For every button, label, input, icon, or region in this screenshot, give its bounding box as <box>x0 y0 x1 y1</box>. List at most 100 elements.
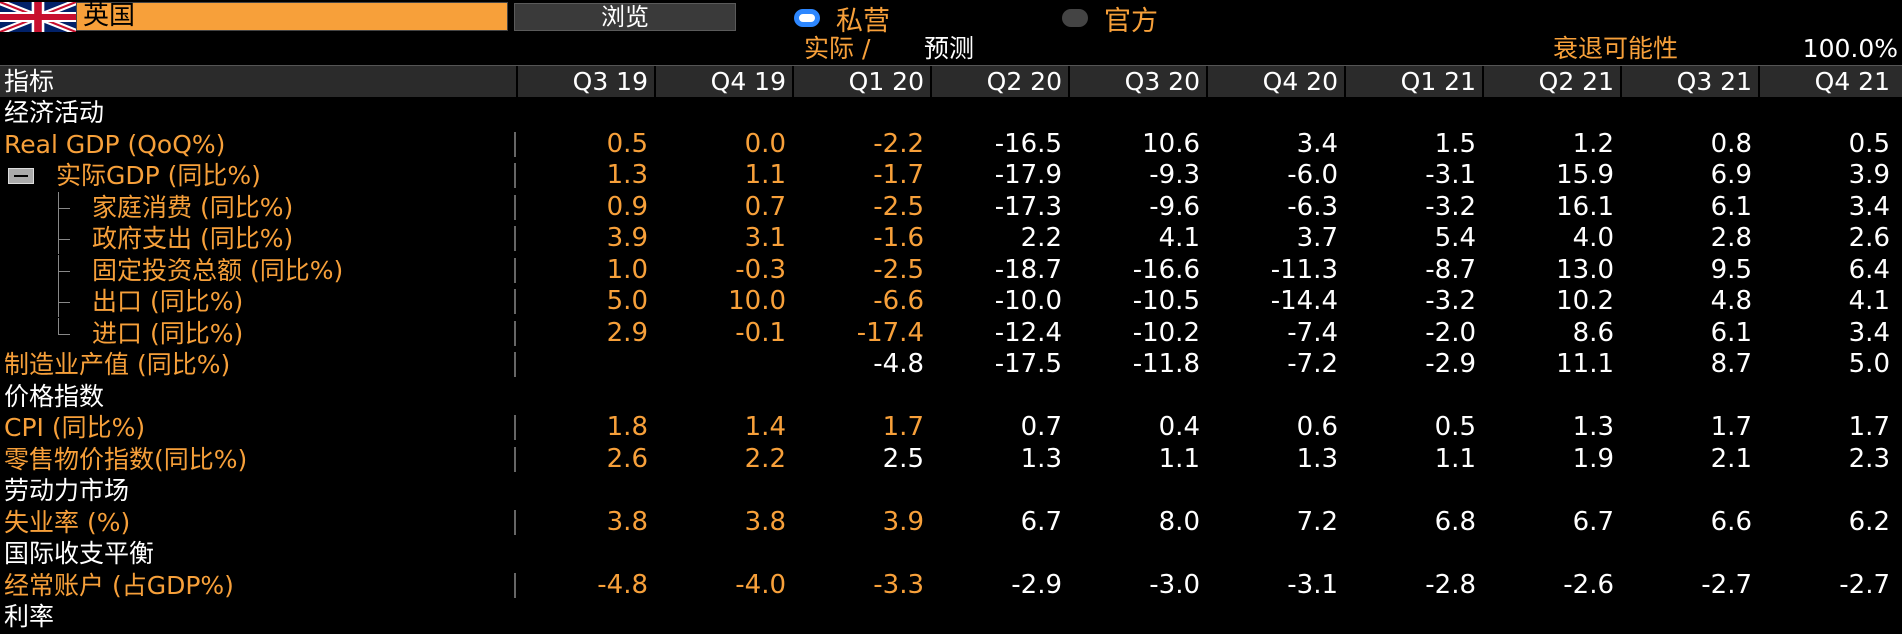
value-cell[interactable]: -7.2 <box>1287 349 1338 379</box>
value-cell[interactable]: -2.5 <box>873 254 924 285</box>
value-cell[interactable]: 1.3 <box>1296 443 1338 474</box>
value-cell[interactable]: -0.3 <box>735 254 786 285</box>
value-cell[interactable]: 3.1 <box>744 223 786 253</box>
value-cell[interactable]: 0.7 <box>1020 412 1062 442</box>
value-cell[interactable]: 1.9 <box>1572 443 1614 474</box>
value-cell[interactable]: -8.7 <box>1425 254 1476 285</box>
value-cell[interactable]: 3.4 <box>1296 128 1338 159</box>
value-cell[interactable]: 1.2 <box>1572 128 1614 159</box>
value-cell[interactable]: 0.7 <box>744 191 786 222</box>
value-cell[interactable]: 3.9 <box>1848 160 1890 190</box>
value-cell[interactable]: -1.6 <box>873 223 924 253</box>
value-cell[interactable]: 5.4 <box>1434 223 1476 253</box>
value-cell[interactable] <box>516 349 654 380</box>
table-row[interactable]: 固定投资总额 (同比%) 1.0 -0.3 -2.5 -18.7 -16.6 -11.3 -8… <box>0 254 1902 287</box>
value-cell[interactable]: 1.3 <box>606 160 648 190</box>
value-cell[interactable]: 1.4 <box>744 412 786 442</box>
value-cell[interactable]: -18.7 <box>994 254 1062 285</box>
value-cell[interactable]: -2.2 <box>873 128 924 159</box>
value-cell[interactable]: 1.0 <box>606 254 648 285</box>
value-cell[interactable]: 1.7 <box>882 412 924 442</box>
value-cell[interactable]: 6.1 <box>1710 317 1752 348</box>
value-cell[interactable]: 1.1 <box>1158 443 1200 474</box>
value-cell[interactable]: -6.3 <box>1287 191 1338 222</box>
value-cell[interactable]: 6.1 <box>1710 191 1752 222</box>
value-cell[interactable]: -10.2 <box>1132 317 1200 348</box>
table-row[interactable]: 失业率 (%) 3.8 3.8 3.9 6.7 8.0 7.2 6.8 6.7 6.6 6.2 <box>0 507 1902 539</box>
value-cell[interactable]: 1.7 <box>1848 412 1890 442</box>
value-cell[interactable]: -4.8 <box>873 349 924 379</box>
value-cell[interactable]: 3.7 <box>1296 223 1338 253</box>
value-cell[interactable]: -2.6 <box>1563 569 1614 600</box>
value-cell[interactable]: 2.6 <box>606 443 648 474</box>
country-input[interactable]: 英国 <box>76 2 508 31</box>
value-cell[interactable]: -9.3 <box>1149 160 1200 190</box>
radio-private[interactable]: 私营 <box>794 4 890 37</box>
table-row[interactable]: 经常账户 (占GDP%) -4.8 -4.0 -3.3 -2.9 -3.0 -3.1 -2.8… <box>0 570 1902 602</box>
value-cell[interactable]: -17.3 <box>994 191 1062 222</box>
table-row[interactable]: 零售物价指数(同比%) 2.6 2.2 2.5 1.3 1.1 1.3 1.1 1.9 2.1 2.… <box>0 444 1902 476</box>
value-cell[interactable]: -2.7 <box>1701 569 1752 600</box>
table-row[interactable]: 进口 (同比%) 2.9 -0.1 -17.4 -12.4 -10.2 -7.4 -2.0 8.… <box>0 317 1902 350</box>
value-cell[interactable]: -3.3 <box>873 569 924 600</box>
value-cell[interactable]: 0.0 <box>744 128 786 159</box>
value-cell[interactable]: 7.2 <box>1296 506 1338 537</box>
value-cell[interactable]: -17.5 <box>994 349 1062 379</box>
value-cell[interactable]: -12.4 <box>994 317 1062 348</box>
value-cell[interactable]: -2.5 <box>873 191 924 222</box>
value-cell[interactable]: 2.1 <box>1710 443 1752 474</box>
value-cell[interactable]: -11.8 <box>1132 349 1200 379</box>
value-cell[interactable]: 8.6 <box>1572 317 1614 348</box>
value-cell[interactable]: -16.6 <box>1132 254 1200 285</box>
collapse-icon[interactable] <box>8 168 34 184</box>
value-cell[interactable]: -9.6 <box>1149 191 1200 222</box>
table-row[interactable]: Real GDP (QoQ%) 0.5 0.0 -2.2 -16.5 10.6 3.4 1.5… <box>0 129 1902 161</box>
value-cell[interactable]: -3.2 <box>1425 191 1476 222</box>
table-row[interactable]: 出口 (同比%) 5.0 10.0 -6.6 -10.0 -10.5 -14.4 -3.2 10… <box>0 286 1902 318</box>
value-cell[interactable]: 2.8 <box>1710 223 1752 253</box>
value-cell[interactable]: -0.1 <box>735 317 786 348</box>
value-cell[interactable]: 1.1 <box>744 160 786 190</box>
value-cell[interactable]: 9.5 <box>1710 254 1752 285</box>
table-row[interactable]: 实际GDP (同比%) 1.3 1.1 -1.7 -17.9 -9.3 -6.0 -3.1 15… <box>0 160 1902 192</box>
column-header[interactable]: Q2 21 <box>1482 66 1620 97</box>
value-cell[interactable]: -17.4 <box>856 317 924 348</box>
browse-button[interactable]: 浏览 <box>514 3 736 31</box>
value-cell[interactable]: 4.8 <box>1710 286 1752 316</box>
value-cell[interactable]: -3.1 <box>1287 569 1338 600</box>
value-cell[interactable]: -6.6 <box>873 286 924 316</box>
value-cell[interactable]: 11.1 <box>1556 349 1614 379</box>
value-cell[interactable]: 6.4 <box>1848 254 1890 285</box>
column-header[interactable]: Q2 20 <box>930 66 1068 97</box>
value-cell[interactable]: -16.5 <box>994 128 1062 159</box>
value-cell[interactable] <box>654 349 792 380</box>
value-cell[interactable]: 0.9 <box>606 191 648 222</box>
value-cell[interactable]: 5.0 <box>1848 349 1890 379</box>
value-cell[interactable]: 6.2 <box>1848 506 1890 537</box>
value-cell[interactable]: 3.9 <box>606 223 648 253</box>
column-header[interactable]: Q3 20 <box>1068 66 1206 97</box>
value-cell[interactable]: 3.9 <box>882 506 924 537</box>
column-header[interactable]: Q4 19 <box>654 66 792 97</box>
value-cell[interactable]: 16.1 <box>1556 191 1614 222</box>
value-cell[interactable]: 0.8 <box>1710 128 1752 159</box>
value-cell[interactable]: -2.9 <box>1011 569 1062 600</box>
value-cell[interactable]: -11.3 <box>1270 254 1338 285</box>
value-cell[interactable]: -3.1 <box>1425 160 1476 190</box>
value-cell[interactable]: 4.1 <box>1158 223 1200 253</box>
value-cell[interactable]: 1.8 <box>606 412 648 442</box>
value-cell[interactable]: -2.9 <box>1425 349 1476 379</box>
column-header[interactable]: Q1 21 <box>1344 66 1482 97</box>
value-cell[interactable]: -2.0 <box>1425 317 1476 348</box>
value-cell[interactable]: 2.5 <box>882 443 924 474</box>
value-cell[interactable]: 2.2 <box>1020 223 1062 253</box>
value-cell[interactable]: -3.2 <box>1425 286 1476 316</box>
column-header[interactable]: Q3 19 <box>516 66 654 97</box>
value-cell[interactable]: -1.7 <box>873 160 924 190</box>
value-cell[interactable]: 3.4 <box>1848 317 1890 348</box>
value-cell[interactable]: 0.5 <box>1848 128 1890 159</box>
value-cell[interactable]: 10.2 <box>1556 286 1614 316</box>
column-header[interactable]: Q4 21 <box>1758 66 1896 97</box>
value-cell[interactable]: 15.9 <box>1556 160 1614 190</box>
value-cell[interactable]: -14.4 <box>1270 286 1338 316</box>
